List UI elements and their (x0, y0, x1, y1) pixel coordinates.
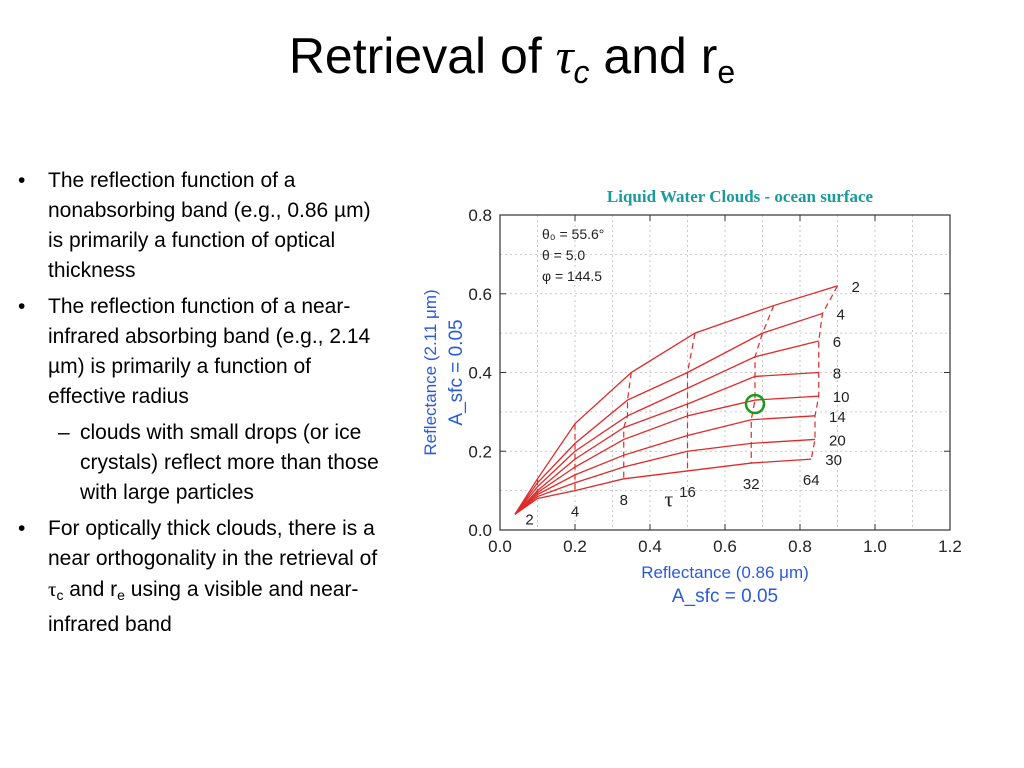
tau-value-label: 64 (803, 472, 820, 489)
chart-figure: Liquid Water Clouds - ocean surface 0.0 0.… (410, 180, 988, 620)
title-tau-sub: c (573, 54, 590, 90)
y-tick-label: 0.2 (468, 442, 492, 461)
y-tick-label: 0.8 (468, 206, 492, 225)
bullet-list: • The reflection function of a nonabsorb… (18, 166, 390, 646)
title-prefix: Retrieval of (288, 28, 556, 84)
bullet-text-part: For optically thick clouds, there is a n… (48, 517, 378, 570)
y-tick-label: 0.0 (468, 521, 492, 540)
y-axis-label: Reflectance (2.11 μm) (421, 289, 440, 455)
re-value-label: 6 (833, 334, 841, 351)
title-middle: and r (589, 28, 718, 84)
y-axis-label-2: A_sfc = 0.05 (446, 319, 467, 425)
sub-bullet-text: clouds with small drops (or ice crystals… (80, 421, 379, 504)
re-value-label: 8 (833, 366, 841, 383)
re-value-label: 4 (837, 306, 845, 323)
tau-line (750, 305, 775, 464)
bullet-text-part: and r (63, 578, 118, 601)
bullet-item: • For optically thick clouds, there is a… (18, 514, 390, 640)
sub-bullet-dash: – (58, 421, 70, 444)
tau-sub: c (56, 587, 64, 603)
bullet-text: The reflection function of a nonabsorbin… (48, 169, 371, 282)
r-sub: e (117, 587, 125, 603)
tau-value-label: 8 (620, 492, 628, 509)
x-tick-label: 1.2 (938, 537, 962, 556)
bullet-dot: • (18, 169, 26, 192)
tau-symbol: τ (48, 577, 57, 601)
re-line (514, 285, 838, 515)
title-tau: τ (555, 28, 574, 84)
tau-value-label: 4 (571, 504, 579, 521)
geometry-annotation: φ = 144.5 (542, 268, 602, 284)
tau-axis-label: τ (664, 486, 673, 511)
x-axis-label: Reflectance (0.86 μm) (641, 563, 809, 582)
x-tick-label: 0.4 (638, 537, 662, 556)
tau-value-label: 32 (743, 476, 760, 493)
bullet-text: The reflection function of a near-infrar… (48, 295, 371, 408)
x-tick-label: 0.0 (488, 537, 512, 556)
x-tick-label: 1.0 (863, 537, 887, 556)
highlight-marker (744, 393, 766, 415)
geometry-annotation: θ₀ = 55.6° (542, 226, 604, 242)
bullet-dot: • (18, 295, 26, 318)
title-r-sub: e (717, 54, 736, 90)
x-axis-label-2: A_sfc = 0.05 (672, 586, 778, 607)
tau-line (623, 372, 632, 479)
bullet-item: • The reflection function of a near-infr… (18, 292, 390, 412)
bullet-dot: • (18, 517, 26, 540)
geometry-annotation: θ = 5.0 (542, 247, 585, 263)
re-value-label: 20 (829, 432, 846, 449)
re-value-label: 14 (829, 409, 846, 426)
bullet-item: • The reflection function of a nonabsorb… (18, 166, 390, 286)
re-value-label: 2 (852, 279, 860, 296)
y-tick-label: 0.4 (468, 364, 492, 383)
tau-value-label: 16 (679, 484, 696, 501)
x-tick-label: 0.8 (788, 537, 812, 556)
tau-line (686, 333, 696, 471)
tau-line (810, 285, 839, 460)
sub-bullet-item: – clouds with small drops (or ice crysta… (58, 418, 390, 508)
slide-title: Retrieval of τc and re (0, 26, 1024, 102)
y-tick-label: 0.6 (468, 285, 492, 304)
bullet-text-part: using a visible and near-infrared band (48, 578, 359, 636)
re-value-label: 10 (833, 389, 850, 406)
bullet-text: For optically thick clouds, there is a n… (48, 514, 390, 640)
x-tick-label: 0.2 (563, 537, 587, 556)
x-tick-label: 0.6 (713, 537, 737, 556)
chart-title: Liquid Water Clouds - ocean surface (607, 187, 874, 206)
tau-value-label: 2 (525, 512, 533, 529)
re-line (514, 312, 823, 515)
re-line (514, 458, 812, 515)
re-value-label: 30 (825, 452, 842, 469)
